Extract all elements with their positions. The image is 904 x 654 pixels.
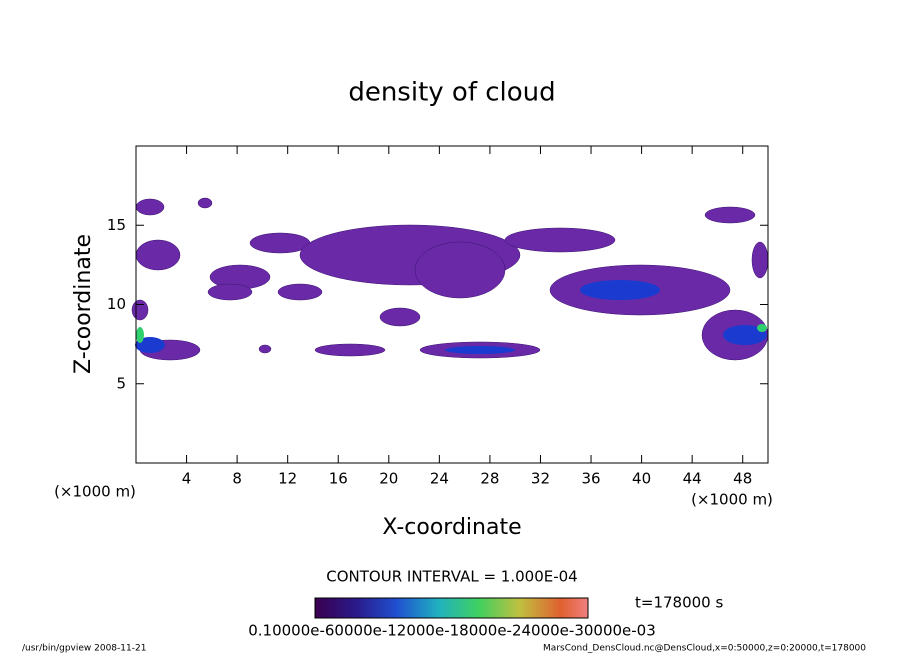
time-label: t=178000 s [635, 594, 723, 612]
colorbar [314, 597, 589, 619]
x-tick-label: 4 [182, 470, 192, 488]
chart-title: density of cloud [348, 78, 555, 108]
x-tick-label: 20 [379, 470, 398, 488]
y-axis-label: Z-coordinate [71, 234, 96, 374]
x-tick-label: 12 [278, 470, 297, 488]
x-unit: (×1000 m) [691, 491, 773, 509]
y-tick-label: 15 [107, 216, 126, 234]
x-axis-label: X-coordinate [382, 515, 521, 540]
cloud-field [131, 197, 769, 361]
footer-right: MarsCond_DensCloud.nc@DensCloud,x=0:5000… [543, 644, 866, 654]
x-unit: (×1000 m) [54, 483, 136, 501]
x-tick-label: 8 [232, 470, 242, 488]
footer-left: /usr/bin/gpview 2008-11-21 [22, 644, 146, 654]
contour-interval: CONTOUR INTERVAL = 1.000E-04 [326, 568, 577, 586]
x-tick-label: 44 [683, 470, 702, 488]
x-tick-label: 16 [329, 470, 348, 488]
x-tick-label: 24 [430, 470, 449, 488]
x-tick-label: 32 [531, 470, 550, 488]
x-tick-label: 40 [632, 470, 651, 488]
x-tick-label: 36 [581, 470, 600, 488]
y-tick-label: 10 [107, 295, 126, 313]
cloud-dense [135, 280, 767, 354]
x-tick-label: 48 [733, 470, 752, 488]
colorbar-labels: 0.10000e-60000e-12000e-18000e-24000e-300… [248, 622, 656, 640]
y-tick-label: 5 [116, 374, 126, 392]
x-tick-label: 28 [480, 470, 499, 488]
